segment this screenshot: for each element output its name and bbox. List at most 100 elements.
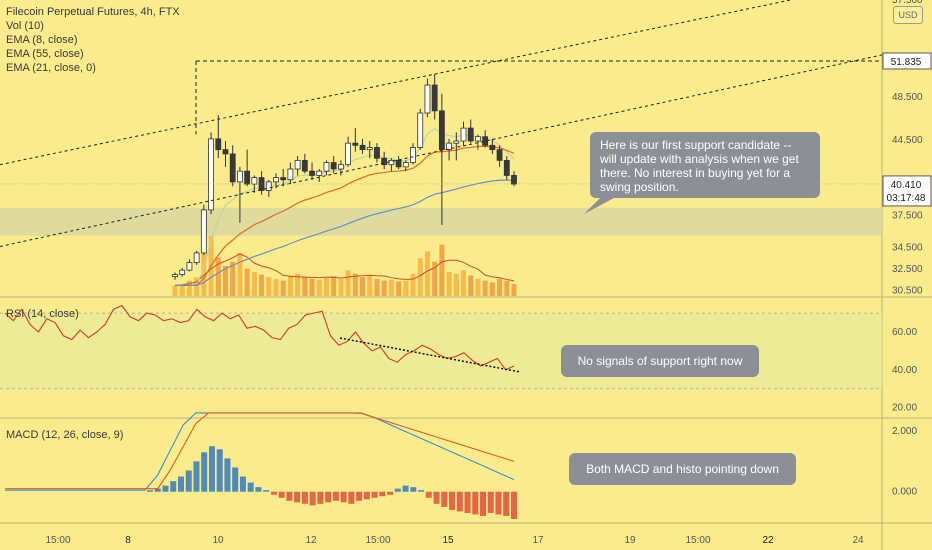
price-tick-label: 37.500	[892, 210, 923, 221]
candle-body	[446, 142, 452, 151]
time-axis-label: 15:00	[365, 535, 390, 546]
volume-bar	[251, 272, 257, 296]
last-price-tag-box	[882, 175, 932, 207]
candle-body	[438, 110, 445, 151]
volume-bar	[266, 277, 272, 296]
candle-body	[381, 157, 388, 166]
countdown-tag-label: 03:17:48	[887, 193, 926, 204]
volume-bar	[323, 278, 329, 296]
macd-tick-label: 0.000	[892, 487, 917, 498]
resistance-tag-box	[882, 52, 932, 70]
macd-histogram-bar	[232, 467, 239, 492]
candle-body	[395, 159, 402, 168]
time-axis-label: 10	[212, 535, 224, 546]
volume-bar	[424, 251, 430, 296]
currency-badge[interactable]: USD	[893, 6, 923, 24]
channel-upper-line	[0, 0, 793, 166]
volume-bar	[403, 280, 409, 296]
candle-body	[467, 127, 474, 142]
volume-bar	[259, 274, 265, 296]
macd-histogram-bar	[371, 491, 378, 498]
volume-bar	[475, 278, 481, 296]
macd-histogram-bar	[278, 491, 285, 498]
support-note[interactable]: Here is our first support candidate -- w…	[590, 132, 820, 198]
volume-bar	[360, 277, 366, 296]
candle-body	[309, 170, 315, 176]
volume-bar	[345, 270, 351, 296]
macd-histogram-bar	[379, 491, 386, 497]
volume-bar	[352, 273, 358, 296]
legend-ema8[interactable]: EMA (8, close)	[6, 34, 78, 46]
volume-bar	[511, 284, 517, 296]
signal-line	[5, 412, 515, 490]
macd-histogram-bar	[340, 491, 347, 503]
macd-histogram-bar	[456, 491, 463, 512]
macd-histogram-bar	[317, 491, 324, 504]
time-axis-label: 15:00	[685, 535, 710, 546]
time-axis-label: 8	[125, 535, 131, 546]
candle-body	[330, 162, 337, 170]
macd-label[interactable]: MACD (12, 26, close, 9)	[6, 429, 124, 441]
macd-tick-label: 2.000	[892, 426, 917, 437]
rsi-divergence-line	[339, 337, 521, 373]
macd-histogram-bar	[270, 491, 277, 495]
volume-bar	[446, 272, 452, 296]
volume-bar	[273, 278, 279, 296]
candle-body	[489, 144, 496, 151]
macd-histogram-bar	[464, 491, 471, 513]
price-tick-label: 44.500	[892, 135, 923, 146]
macd-histogram-bar	[224, 458, 231, 492]
macd-histogram-bar	[410, 487, 417, 492]
volume-bar	[367, 275, 373, 296]
macd-histogram-bar	[255, 487, 262, 492]
macd-histogram-bar	[309, 491, 316, 506]
volume-bar	[338, 278, 344, 296]
volume-bar	[504, 280, 510, 296]
rsi-tick-label: 60.00	[892, 327, 917, 338]
candle-body	[229, 153, 236, 183]
rsi-tick-label: 40.00	[892, 365, 917, 376]
candle-body	[475, 136, 481, 142]
price-tick-label: 30.500	[892, 286, 923, 297]
resistance-tag-label: 51.835	[891, 57, 922, 68]
legend-vol[interactable]: Vol (10)	[6, 20, 44, 32]
volume-bar	[215, 257, 221, 296]
candle-body	[424, 84, 431, 114]
ema55-line	[175, 179, 515, 286]
macd-histogram-bar	[177, 476, 184, 492]
rsi-line	[4, 304, 515, 371]
time-axis-label: 22	[762, 535, 774, 546]
volume-bar	[417, 258, 423, 296]
price-tick-label: 32.500	[892, 264, 923, 275]
legend-ema55[interactable]: EMA (55, close)	[6, 48, 84, 60]
macd-line	[5, 412, 515, 491]
volume-bar	[172, 285, 178, 296]
volume-bar	[222, 266, 228, 296]
macd-note[interactable]: Both MACD and histo pointing down	[569, 453, 796, 485]
macd-histogram-bar	[216, 449, 223, 492]
candle-body	[511, 175, 517, 185]
macd-histogram-bar	[348, 491, 355, 504]
last-price-tag-label: 40.410	[891, 180, 922, 191]
macd-histogram-bar	[193, 461, 200, 492]
candle-body	[287, 168, 294, 181]
candle-body	[503, 159, 510, 176]
rsi-label[interactable]: RSI (14, close)	[6, 308, 79, 320]
volume-bar	[186, 280, 192, 296]
ema8-line	[175, 128, 515, 286]
rsi-note[interactable]: No signals of support right now	[561, 345, 759, 377]
candle-body	[294, 159, 301, 170]
time-axis-label: 24	[852, 535, 864, 546]
time-axis-label: 19	[624, 535, 636, 546]
legend-title: Filecoin Perpetual Futures, 4h, FTX	[6, 6, 180, 18]
volume-bar	[244, 268, 250, 296]
candle-body	[402, 162, 409, 168]
macd-histogram-bar	[170, 481, 177, 492]
volume-bar	[194, 277, 200, 296]
candle-body	[301, 159, 308, 172]
legend-ema21[interactable]: EMA (21, close, 0)	[6, 62, 96, 74]
time-axis-label: 17	[532, 535, 544, 546]
volume-bar	[410, 273, 416, 296]
candle-body	[244, 170, 251, 185]
